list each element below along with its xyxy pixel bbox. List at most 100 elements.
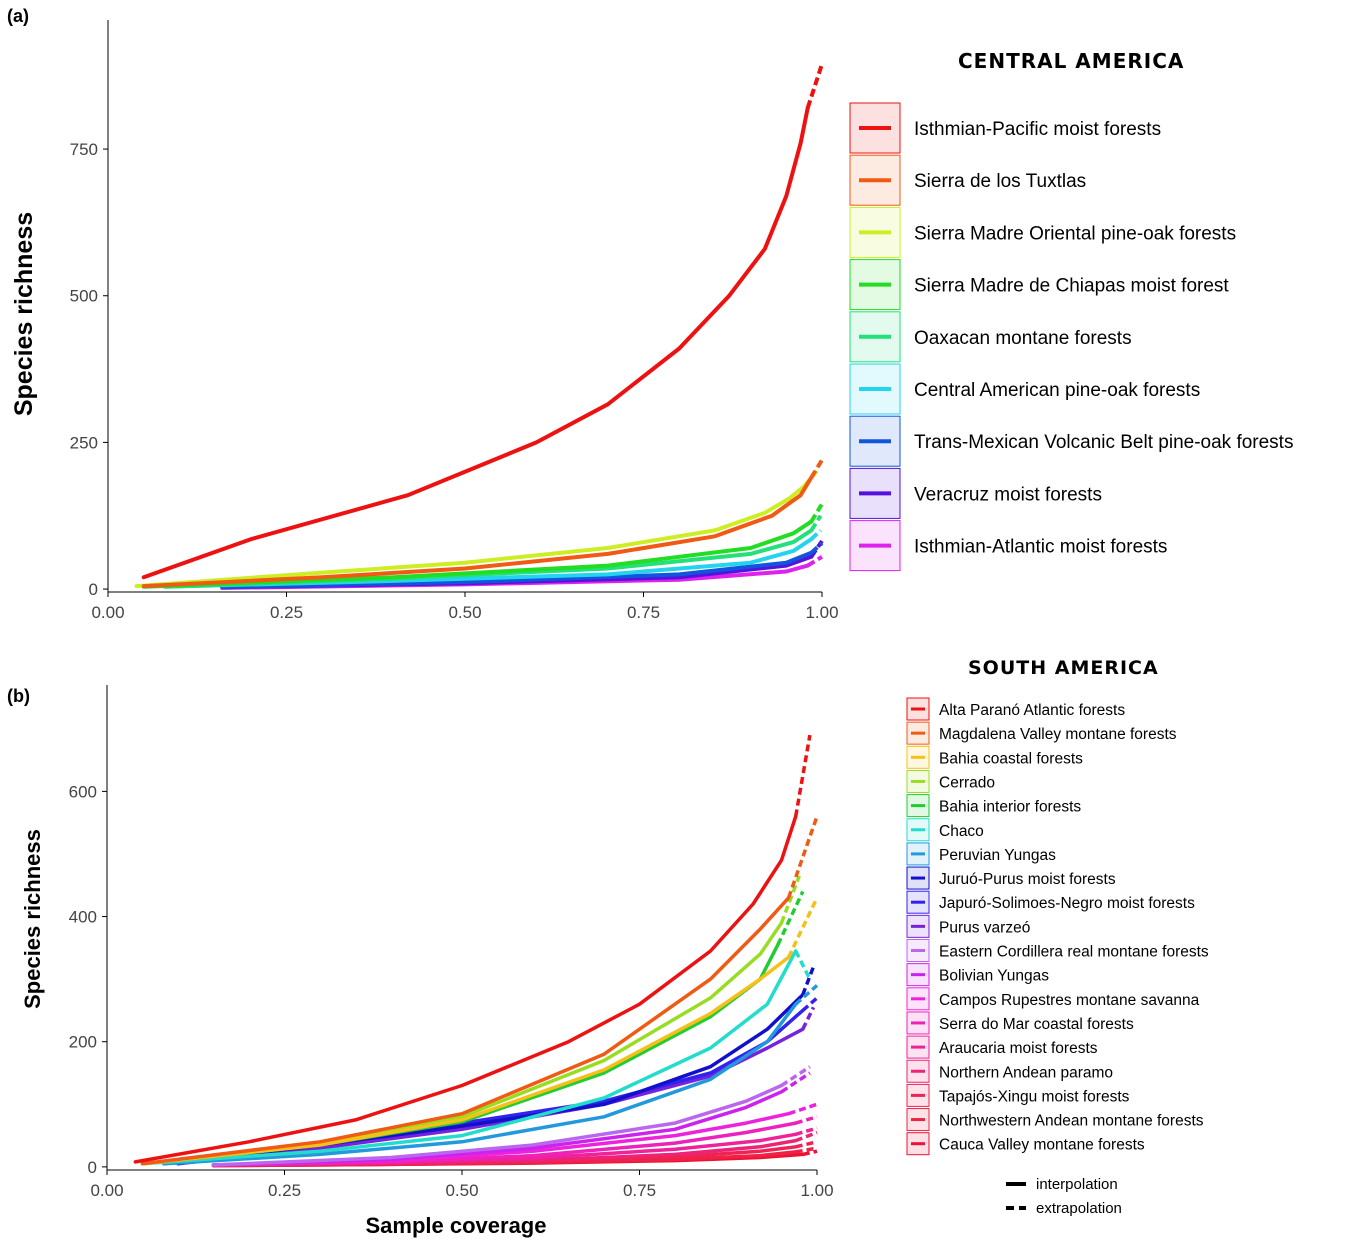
panel-b-legend-item: Araucaria moist forests — [906, 1035, 1098, 1059]
panel-a-series-extrapolation-line — [809, 502, 824, 523]
panel-b-legend-item: Bolivian Yungas — [906, 963, 1049, 987]
panel-a-legend-item: Veracruz moist forests — [849, 467, 1102, 519]
panel-a-plot-area — [134, 63, 824, 590]
panel-b-legend-label: Juruó-Purus moist forests — [939, 871, 1116, 888]
panel-b-series-extrapolation-line — [795, 1140, 818, 1149]
panel-b-legend-item: Campos Rupestres montane savanna — [906, 987, 1200, 1011]
panel-a-y-tick-label: 250 — [70, 433, 98, 452]
panel-a-legend-label: Sierra de los Tuxtlas — [914, 171, 1086, 192]
panel-b-legend-label: Japuró-Solimoes-Negro moist forests — [939, 895, 1195, 912]
panel-b-series-extrapolation-line — [780, 1065, 811, 1087]
panel-b-plot-area — [133, 734, 819, 1168]
panel-b-series-extrapolation-line — [794, 984, 819, 1006]
panel-a-series-interpolation-line — [141, 106, 810, 580]
panel-a-series-extrapolation-line — [805, 63, 824, 109]
panel-a-series-extrapolation-line — [806, 555, 824, 568]
panel-a-y-tick-label: 500 — [70, 287, 98, 306]
panel-b-label: (b) — [7, 686, 30, 706]
panel-a-legend-label: Isthmian-Pacific moist forests — [914, 119, 1161, 140]
panel-b-axes: 0 200 400 600 0.00 0.25 0.50 0.75 1.00 — [69, 685, 834, 1200]
panel-b-legend-label: Araucaria moist forests — [939, 1040, 1098, 1057]
panel-b-legend-item: Cerrado — [906, 769, 995, 793]
legend-title-south-america: SOUTH AMERICA — [968, 657, 1159, 679]
panel-b-series-extrapolation-line — [801, 965, 816, 996]
panel-a-legend-item: Sierra Madre Oriental pine-oak forests — [849, 206, 1236, 258]
panel-b-y-tick-label: 200 — [69, 1033, 97, 1052]
panel-b-legend-label: Campos Rupestres montane savanna — [939, 992, 1200, 1009]
panel-b-legend-item: Northwestern Andean montane forests — [906, 1108, 1204, 1132]
panel-a-series-extrapolation-line — [809, 541, 824, 555]
panel-b-legend-label: Bolivian Yungas — [939, 968, 1049, 985]
panel-b-legend-label: Chaco — [939, 823, 984, 840]
panel-b-legend-label: Eastern Cordillera real montane forests — [939, 944, 1209, 961]
panel-b-legend: Alta Paranó Atlantic forests Magdalena Va… — [906, 697, 1209, 1156]
panel-b-series-extrapolation-line — [795, 1130, 818, 1143]
panel-b-legend-item: Purus varzeó — [906, 914, 1030, 938]
panel-b-y-tick-label: 0 — [88, 1158, 97, 1177]
panel-b-series-extrapolation-line — [786, 815, 819, 899]
panel-a-legend-item: Isthmian-Pacific moist forests — [849, 102, 1161, 154]
panel-b-y-tick-label: 400 — [69, 908, 97, 927]
chart-b: Species richness Sample coverage interpo… — [20, 685, 1209, 1238]
panel-a-legend-label: Central American pine-oak forests — [914, 380, 1200, 401]
panel-b-x-tick-label: 0.00 — [90, 1181, 123, 1200]
panel-b-legend-item: Tapajós-Xingu moist forests — [906, 1083, 1130, 1107]
panel-a-legend-label: Oaxacan montane forests — [914, 328, 1132, 349]
panel-b-series-extrapolation-line — [795, 1115, 818, 1125]
panel-b-legend-item: Alta Paranó Atlantic forests — [906, 697, 1125, 721]
panel-b-legend-label: Cauca Valley montane forests — [939, 1137, 1145, 1154]
panel-a-y-tick-label: 0 — [89, 580, 98, 599]
panel-a-series-extrapolation-line — [809, 514, 823, 532]
panel-b-legend-label: Northwestern Andean montane forests — [939, 1113, 1204, 1130]
panel-b-series-extrapolation-line — [793, 734, 812, 817]
panel-b-legend-item: Bahia interior forests — [906, 794, 1081, 818]
panel-b-legend-label: Bahia coastal forests — [939, 750, 1083, 767]
panel-b-series-extrapolation-line — [801, 996, 819, 1012]
panel-b-x-tick-label: 0.50 — [445, 1181, 478, 1200]
panel-b-legend-label: Purus varzeó — [939, 919, 1030, 936]
line-type-key: interpolation extrapolation — [1006, 1176, 1122, 1217]
panel-b-legend-item: Chaco — [906, 818, 984, 842]
panel-b-series-interpolation-line — [140, 949, 798, 1166]
panel-b-series-interpolation-line — [176, 1008, 805, 1166]
panel-b-legend-item: Eastern Cordillera real montane forests — [906, 939, 1209, 962]
panel-b-legend-item: Japuró-Solimoes-Negro moist forests — [906, 890, 1195, 914]
extrapolation-key-label: extrapolation — [1036, 1200, 1122, 1217]
panel-a-series-interpolation-line — [141, 519, 814, 589]
panel-b-series-extrapolation-line — [795, 1146, 818, 1154]
panel-b-legend-label: Bahia interior forests — [939, 799, 1081, 816]
panel-a-legend-label: Sierra Madre Oriental pine-oak forests — [914, 223, 1236, 244]
panel-a-x-tick-label: 0.75 — [627, 603, 660, 622]
panel-b-y-tick-label: 600 — [69, 782, 97, 801]
panel-b-series-extrapolation-line — [801, 1006, 816, 1030]
panel-b-series-interpolation-line — [133, 814, 798, 1164]
panel-b-x-tick-label: 0.75 — [623, 1181, 656, 1200]
panel-b-series-extrapolation-line — [779, 875, 801, 924]
panel-a-series-interpolation-line — [134, 484, 807, 589]
panel-b-series-interpolation-line — [140, 896, 791, 1166]
panel-b-series-interpolation-line — [162, 1002, 798, 1166]
panel-a-legend: Isthmian-Pacific moist forests Sierra de … — [849, 102, 1293, 572]
panel-a-x-tick-label: 0.00 — [91, 603, 124, 622]
panel-a-legend-label: Veracruz moist forests — [914, 484, 1102, 505]
panel-b-series-interpolation-line — [140, 955, 791, 1166]
panel-a-legend-item: Oaxacan montane forests — [849, 311, 1132, 363]
panel-b-series-extrapolation-line — [776, 890, 805, 946]
panel-b-x-tick-label: 1.00 — [800, 1181, 833, 1200]
y-axis-title-a: Species richness — [10, 212, 38, 416]
x-axis-title-b: Sample coverage — [366, 1213, 547, 1238]
panel-a-x-tick-label: 0.25 — [270, 603, 303, 622]
panel-b-legend-label: Northern Andean paramo — [939, 1064, 1113, 1081]
panel-a-legend-item: Isthmian-Atlantic moist forests — [849, 520, 1167, 572]
panel-b-series-extrapolation-line — [787, 897, 819, 958]
panel-a-legend-label: Sierra Madre de Chiapas moist forest — [914, 276, 1229, 297]
panel-b-legend-item: Peruvian Yungas — [906, 842, 1056, 866]
panel-a-legend-item: Sierra Madre de Chiapas moist forest — [849, 259, 1229, 311]
panel-a-legend-item: Sierra de los Tuxtlas — [849, 154, 1086, 206]
y-axis-title-b: Species richness — [20, 829, 45, 1009]
panel-b-series-extrapolation-line — [780, 1071, 811, 1094]
panel-a-x-tick-label: 1.00 — [805, 603, 838, 622]
panel-b-x-tick-label: 0.25 — [268, 1181, 301, 1200]
panel-a-y-tick-label: 750 — [70, 140, 98, 159]
